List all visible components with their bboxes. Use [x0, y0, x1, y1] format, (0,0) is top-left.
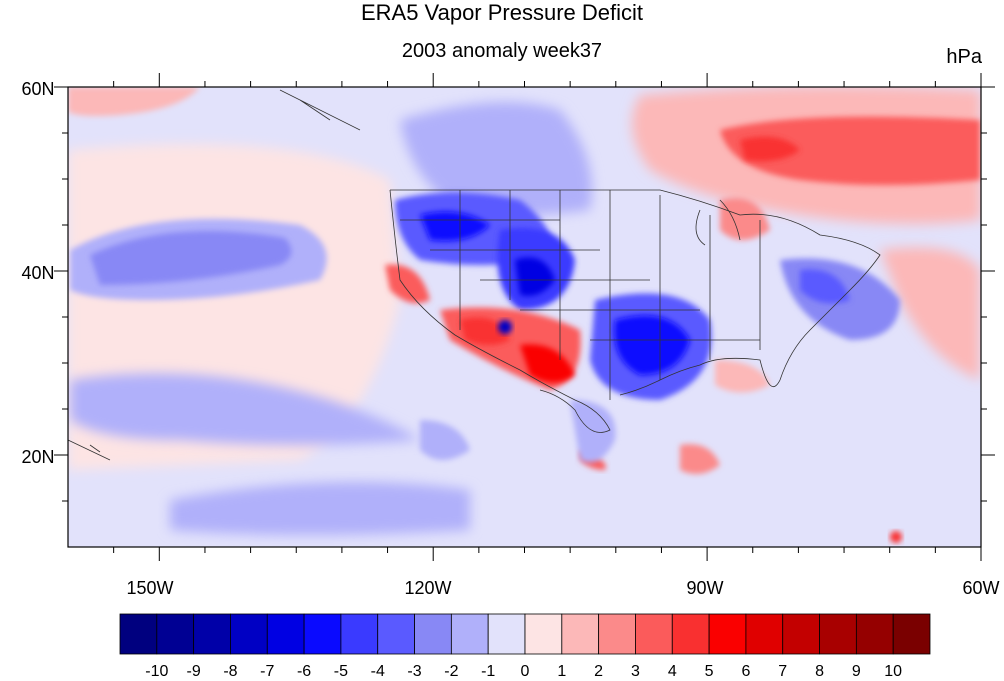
units-label: hPa	[946, 46, 982, 68]
colorbar-swatch	[635, 613, 673, 655]
chart-title: ERA5 Vapor Pressure Deficit	[360, 0, 644, 25]
lat-label-60n: 60N	[21, 79, 54, 99]
colorbar-swatch	[561, 613, 600, 655]
political-boundaries	[67, 89, 881, 461]
colorbar-swatch	[303, 613, 342, 655]
colorbar-label: 0	[521, 663, 530, 680]
colorbar-swatch	[266, 613, 305, 655]
colorbar-swatch	[598, 613, 636, 655]
colorbar-label: 5	[705, 663, 714, 680]
colorbar-label: 7	[778, 663, 787, 680]
colorbar-swatch	[855, 613, 894, 655]
colorbar-swatch	[524, 613, 563, 655]
colorbar-swatch	[377, 613, 415, 655]
lat-label-40n: 40N	[21, 263, 54, 283]
colorbar-label: 1	[557, 663, 566, 680]
colorbar-label: -9	[187, 663, 201, 680]
colorbar-label: 9	[852, 663, 861, 680]
colorbar: -10 -9 -8 -7 -6 -5 -4 -3 -2 -1 0 1 2 3 4 5 6 7 8 9 10	[119, 613, 931, 680]
colorbar-swatch	[745, 613, 784, 655]
colorbar-label: -10	[145, 663, 168, 680]
anomaly-field	[68, 87, 981, 547]
lon-label-120w: 120W	[404, 578, 451, 598]
colorbar-swatch	[193, 613, 231, 655]
colorbar-label: 8	[815, 663, 824, 680]
colorbar-label: -4	[371, 663, 385, 680]
colorbar-swatch	[340, 613, 379, 655]
colorbar-label: -6	[297, 663, 311, 680]
west-coastline	[389, 189, 611, 433]
colorbar-label: -3	[407, 663, 421, 680]
lon-label-60w: 60W	[962, 578, 999, 598]
lon-label-150w: 150W	[126, 578, 173, 598]
lat-label-20n: 20N	[21, 447, 54, 467]
north-and-east-outline	[390, 189, 881, 396]
colorbar-swatch	[892, 613, 931, 655]
colorbar-swatch	[156, 613, 195, 655]
colorbar-label: -7	[260, 663, 274, 680]
lon-label-90w: 90W	[686, 578, 723, 598]
colorbar-label: 10	[884, 663, 902, 680]
axis-ticks	[54, 73, 995, 561]
colorbar-swatch	[119, 613, 158, 655]
colorbar-swatch	[450, 613, 489, 655]
colorbar-label: -5	[334, 663, 348, 680]
colorbar-swatch	[487, 613, 526, 655]
colorbar-swatch	[414, 613, 452, 655]
colorbar-label: -2	[444, 663, 458, 680]
colorbar-label: 6	[741, 663, 750, 680]
chart-subtitle: 2003 anomaly week37	[401, 40, 603, 62]
colorbar-swatch	[230, 613, 268, 655]
colorbar-label: 3	[631, 663, 640, 680]
colorbar-label: -1	[481, 663, 495, 680]
colorbar-swatch	[782, 613, 820, 655]
colorbar-label: -8	[223, 663, 237, 680]
colorbar-label: 2	[594, 663, 603, 680]
colorbar-swatch	[708, 613, 747, 655]
california-positive-area	[385, 264, 430, 304]
colorbar-swatch	[819, 613, 857, 655]
colorbar-swatch	[671, 613, 710, 655]
colorbar-label: 4	[668, 663, 677, 680]
